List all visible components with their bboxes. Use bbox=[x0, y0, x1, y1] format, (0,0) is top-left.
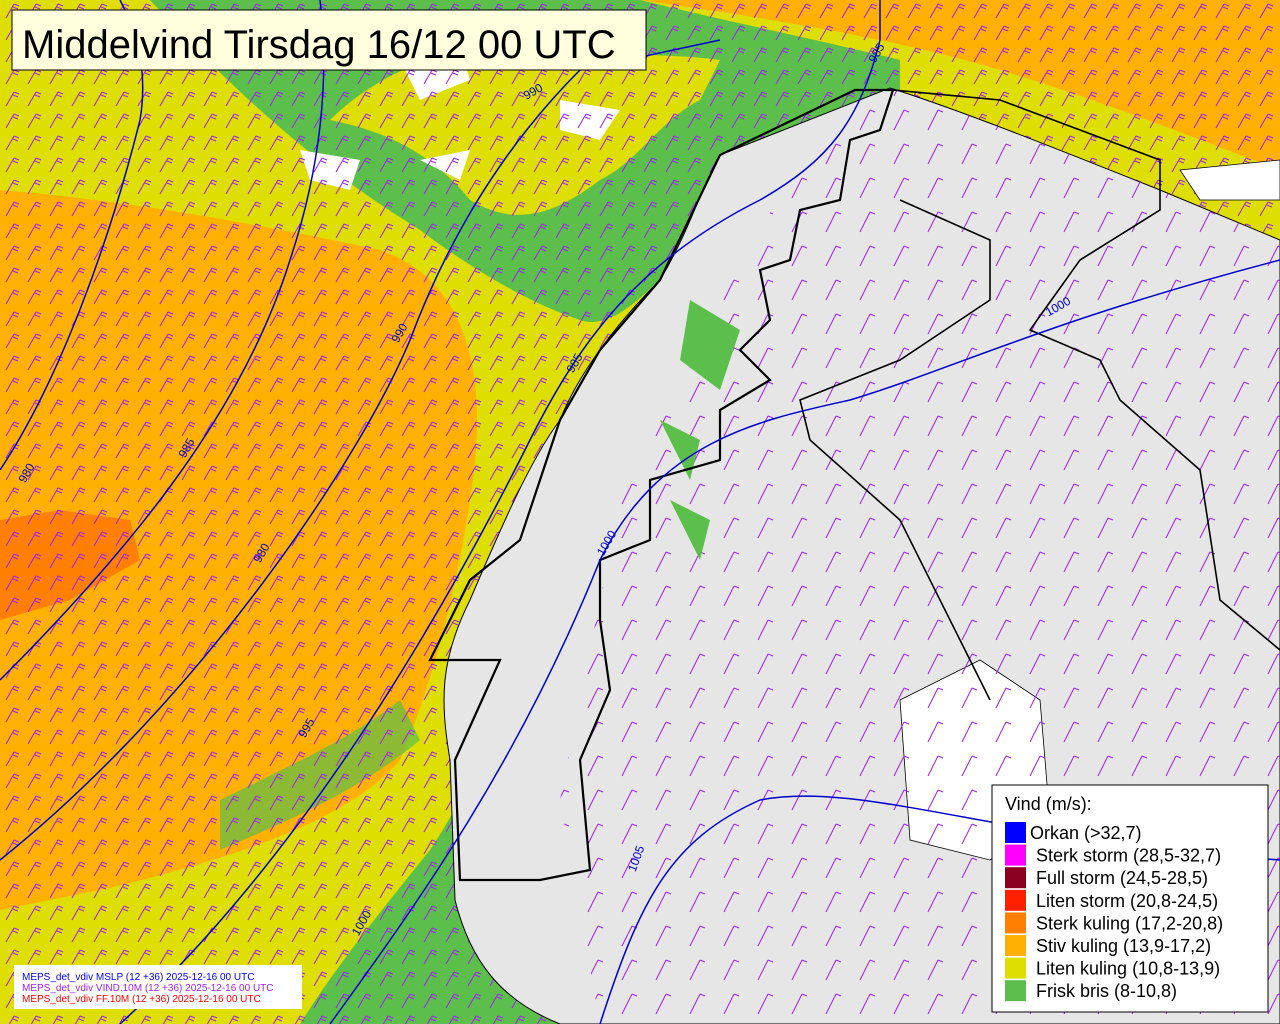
legend: Vind (m/s): Orkan (>32,7) Sterk storm (28… bbox=[991, 784, 1269, 1013]
legend-label: Liten kuling (10,8-13,9) bbox=[1036, 959, 1220, 979]
legend-label: Full storm (24,5-28,5) bbox=[1036, 868, 1208, 888]
legend-label: Stiv kuling (13,9-17,2) bbox=[1036, 936, 1211, 956]
footnote: MEPS_det_vdiv FF.10M (12 +36) 2025-12-16… bbox=[22, 994, 261, 1005]
legend-swatch bbox=[1005, 844, 1026, 866]
legend-label: Sterk kuling (17,2-20,8) bbox=[1036, 913, 1223, 933]
footnotes: MEPS_det_vdiv MSLP (12 +36) 2025-12-16 0… bbox=[14, 965, 302, 1009]
legend-swatch bbox=[1005, 889, 1026, 911]
borders bbox=[428, 88, 1280, 882]
legend-swatch bbox=[1005, 822, 1026, 843]
legend-swatch bbox=[1005, 867, 1026, 889]
legend-swatch bbox=[1005, 957, 1026, 979]
legend-label: Liten storm (20,8-24,5) bbox=[1036, 891, 1218, 911]
legend-swatch bbox=[1005, 912, 1026, 934]
legend-label: Sterk storm (28,5-32,7) bbox=[1036, 846, 1221, 866]
legend-title: Vind (m/s): bbox=[1005, 794, 1092, 814]
footnote: MEPS_det_vdiv VIND.10M (12 +36) 2025-12-… bbox=[22, 983, 274, 994]
map-title: Middelvind Tirsdag 16/12 00 UTC bbox=[22, 23, 616, 67]
legend-swatch bbox=[1005, 935, 1026, 956]
footnote: MEPS_det_vdiv MSLP (12 +36) 2025-12-16 0… bbox=[22, 972, 254, 983]
legend-swatch bbox=[1005, 980, 1026, 1002]
title-box: Middelvind Tirsdag 16/12 00 UTC bbox=[11, 9, 647, 71]
legend-label: Frisk bris (8-10,8) bbox=[1036, 981, 1177, 1001]
legend-label: Orkan (>32,7) bbox=[1030, 823, 1142, 843]
